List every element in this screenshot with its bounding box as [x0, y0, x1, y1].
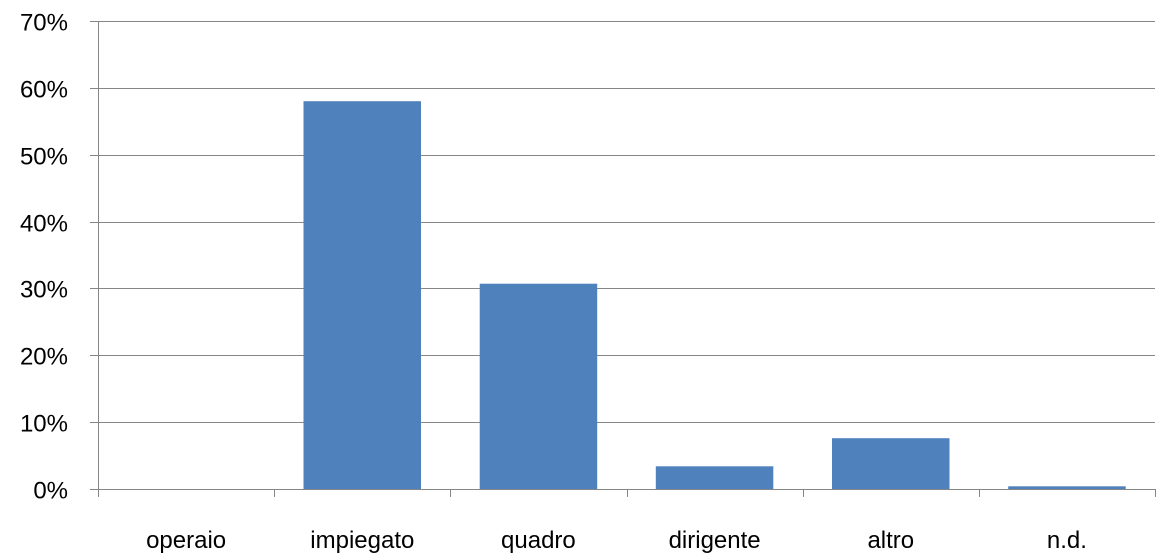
y-tick-label: 50% [20, 144, 68, 171]
y-tick-label: 20% [20, 344, 68, 371]
bar-altro [832, 438, 950, 489]
grid-lines [98, 21, 1155, 423]
bar-n.d. [1008, 486, 1126, 489]
x-tick-label: altro [867, 527, 914, 554]
axes [90, 21, 1156, 497]
x-tick-label: quadro [501, 527, 576, 554]
y-tick-label: 0% [33, 478, 68, 505]
y-tick-label: 40% [20, 211, 68, 238]
y-tick-label: 10% [20, 411, 68, 438]
bar-dirigente [655, 466, 774, 489]
bars [303, 101, 1126, 489]
tick-labels: 0% 10% 20% 30% 40% 50% 60% 70% operaio impiegato q… [20, 10, 1087, 555]
x-tick-label: operaio [146, 527, 226, 554]
y-tick-label: 60% [20, 77, 68, 104]
y-tick-label: 70% [20, 10, 68, 37]
bar-quadro [479, 283, 598, 489]
x-tick-label: dirigente [669, 527, 761, 554]
bar-impiegato [303, 101, 421, 489]
x-tick-label: n.d. [1047, 527, 1087, 554]
y-tick-label: 30% [20, 277, 68, 304]
x-tick-label: impiegato [310, 527, 414, 554]
